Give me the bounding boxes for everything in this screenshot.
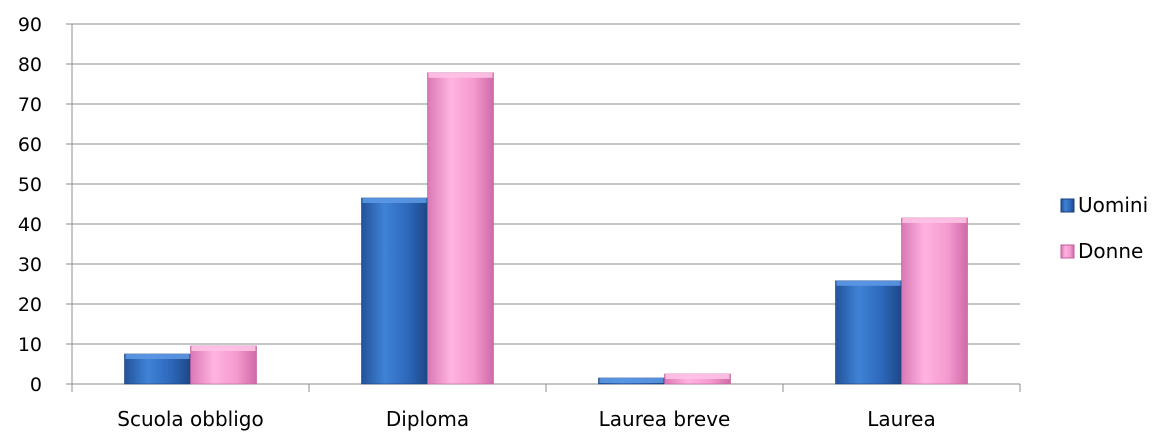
y-tick-label: 0: [30, 374, 42, 396]
x-tick-label: Laurea: [867, 407, 935, 431]
y-tick-label: 90: [18, 14, 42, 36]
bar-top-highlight: [125, 354, 190, 359]
y-tick-label: 20: [18, 294, 42, 316]
bar-donne: [427, 72, 494, 385]
legend: Uomini Donne: [1060, 193, 1148, 263]
bar-top-highlight: [362, 198, 427, 203]
axis-labels: 0 10 20 30 40 50 60 70 80 90 Scuola obbligo Diploma…: [18, 14, 936, 431]
bar-body: [835, 280, 902, 385]
y-tick-label: 50: [18, 174, 42, 196]
bar-top-highlight: [665, 374, 730, 379]
y-tick-label: 30: [18, 254, 42, 276]
bar-body: [427, 72, 494, 385]
bar-top-highlight: [191, 346, 256, 351]
bar-top-highlight: [902, 218, 967, 223]
bar-body: [190, 345, 257, 385]
legend-swatch-donne: [1060, 244, 1075, 259]
bar-uomini: [124, 353, 191, 385]
bar-top-highlight: [836, 280, 901, 286]
bar-donne: [190, 345, 257, 385]
y-tick-label: 10: [18, 334, 42, 356]
bar-body: [361, 197, 428, 385]
y-tick-label: 70: [18, 94, 42, 116]
bar-uomini: [835, 280, 902, 385]
bar-body: [901, 217, 968, 385]
legend-label-uomini: Uomini: [1078, 193, 1148, 217]
legend-label-donne: Donne: [1078, 239, 1143, 263]
y-tick-label: 80: [18, 54, 42, 76]
x-tick-label: Diploma: [386, 407, 469, 431]
gridlines: [72, 23, 1020, 345]
y-tick-label: 40: [18, 214, 42, 236]
bar-donne: [664, 373, 731, 385]
x-tick-label: Laurea breve: [599, 407, 731, 431]
bar-uomini: [598, 377, 665, 385]
y-tick-label: 60: [18, 134, 42, 156]
legend-swatch-uomini: [1060, 198, 1075, 213]
bar-top-highlight: [599, 378, 664, 383]
bar-top-highlight: [428, 72, 493, 78]
bar-donne: [901, 217, 968, 385]
bar-uomini: [361, 197, 428, 385]
x-tick-label: Scuola obbligo: [117, 407, 263, 431]
bars: [124, 72, 968, 385]
